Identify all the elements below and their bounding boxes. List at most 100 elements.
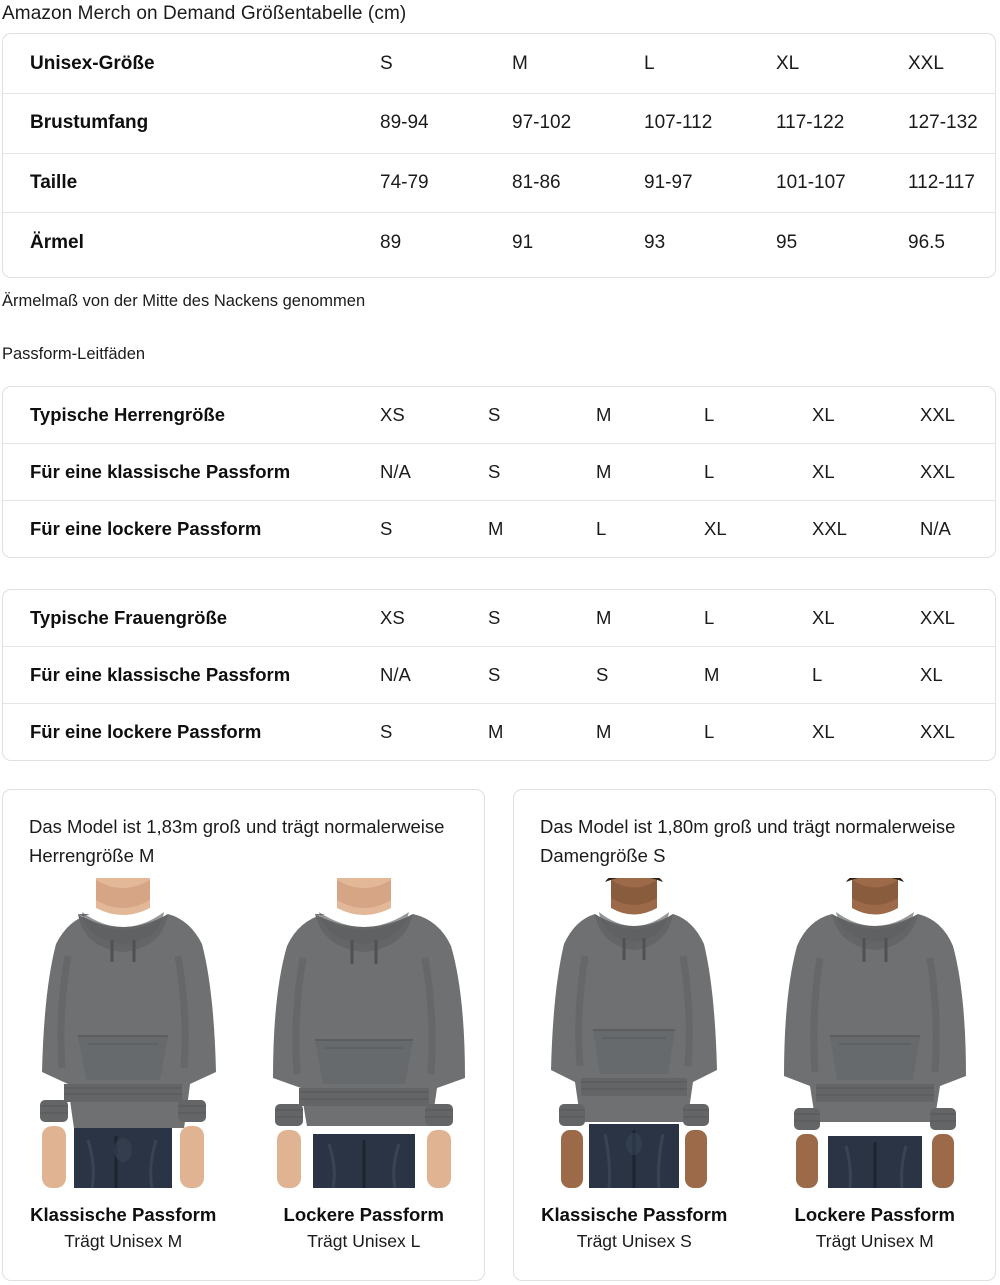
cell-value: 93 xyxy=(644,212,776,272)
cell-value: M xyxy=(512,52,528,74)
mens-model-caption: Das Model ist 1,83m groß und trägt norma… xyxy=(29,816,445,866)
cell-value: 96.5 xyxy=(908,212,995,272)
sleeve-measure-note: Ärmelmaß von der Mitte des Nackens genom… xyxy=(2,292,366,310)
table-row: Typische Herrengröße XS S M L XL XXL xyxy=(3,387,995,444)
table-row: Für eine lockere Passform S M M L XL XXL xyxy=(3,702,995,760)
cell-value: N/A xyxy=(920,499,995,557)
cell-value: XXL xyxy=(908,52,944,74)
row-label: Für eine lockere Passform xyxy=(3,499,380,557)
mens-fit-table: Typische Herrengröße XS S M L XL XXL Für… xyxy=(2,386,996,558)
mens-model-figures xyxy=(3,878,484,1188)
cell-value: 127-132 xyxy=(908,93,995,153)
cell-value: XL xyxy=(812,404,835,426)
cell-value: XL xyxy=(812,702,920,760)
cell-value: 91-97 xyxy=(644,152,776,213)
cell-value: N/A xyxy=(380,443,488,501)
cell-value: S xyxy=(596,646,704,704)
cell-value: S xyxy=(488,404,501,426)
cell-value: XL xyxy=(704,499,812,557)
unisex-size-table: Unisex-Größe S M L XL XXL Brustumfang 89… xyxy=(2,33,996,278)
fit-name: Klassische Passform xyxy=(541,1204,728,1225)
mens-model-labels: Klassische Passform Trägt Unisex M Locke… xyxy=(3,1202,484,1254)
cell-value: S xyxy=(380,702,488,760)
womens-model-card: Das Model ist 1,80m groß und trägt norma… xyxy=(513,789,996,1281)
fit-wears: Trägt Unisex L xyxy=(307,1231,421,1251)
cell-value: S xyxy=(380,499,488,557)
row-label: Ärmel xyxy=(3,212,380,272)
cell-value: 91 xyxy=(512,212,644,272)
womens-fit-table: Typische Frauengröße XS S M L XL XXL Für… xyxy=(2,589,996,761)
figure-slot-relaxed xyxy=(244,878,485,1188)
cell-value: 89-94 xyxy=(380,93,512,153)
cell-value: L xyxy=(596,499,704,557)
table-row: Für eine lockere Passform S M L XL XXL N… xyxy=(3,499,995,557)
womens-model-figures xyxy=(514,878,995,1188)
table-row: Für eine klassische Passform N/A S S M L… xyxy=(3,646,995,704)
table-row: Ärmel 89 91 93 95 96.5 xyxy=(3,212,995,272)
male-model-classic-fit-photo xyxy=(40,878,217,1188)
cell-value: XXL xyxy=(812,499,920,557)
row-label: Typische Herrengröße xyxy=(30,404,225,426)
table-row: Typische Frauengröße XS S M L XL XXL xyxy=(3,590,995,647)
fit-guides-heading: Passform-Leitfäden xyxy=(2,345,146,363)
cell-value: L xyxy=(644,52,655,74)
cell-value: XL xyxy=(776,52,800,74)
table-row: Taille 74-79 81-86 91-97 101-107 112-117 xyxy=(3,152,995,213)
label-slot-relaxed: Lockere Passform Trägt Unisex M xyxy=(755,1202,996,1254)
figure-slot-classic xyxy=(3,878,244,1188)
fit-name: Lockere Passform xyxy=(794,1204,955,1225)
cell-value: M xyxy=(596,607,612,629)
female-model-relaxed-fit-photo xyxy=(783,878,966,1188)
fit-name: Klassische Passform xyxy=(30,1204,217,1225)
row-label: Unisex-Größe xyxy=(30,52,155,74)
cell-value: XXL xyxy=(920,443,995,501)
cell-value: L xyxy=(812,646,920,704)
womens-model-caption: Das Model ist 1,80m groß und trägt norma… xyxy=(540,816,956,866)
cell-value: M xyxy=(596,443,704,501)
female-model-classic-fit-photo xyxy=(551,878,718,1188)
row-label: Taille xyxy=(3,152,380,213)
cell-value: XXL xyxy=(920,607,955,629)
male-model-relaxed-fit-photo xyxy=(272,878,465,1188)
cell-value: 117-122 xyxy=(776,93,908,153)
row-label: Typische Frauengröße xyxy=(30,607,228,629)
cell-value: 97-102 xyxy=(512,93,644,153)
cell-value: XXL xyxy=(920,702,995,760)
cell-value: XL xyxy=(812,443,920,501)
table-row: Für eine klassische Passform N/A S M L X… xyxy=(3,443,995,501)
cell-value: S xyxy=(488,646,596,704)
cell-value: 89 xyxy=(380,212,512,272)
cell-value: L xyxy=(704,607,715,629)
cell-value: L xyxy=(704,443,812,501)
cell-value: 95 xyxy=(776,212,908,272)
womens-model-labels: Klassische Passform Trägt Unisex S Locke… xyxy=(514,1202,995,1254)
cell-value: S xyxy=(380,52,393,74)
row-label: Für eine klassische Passform xyxy=(3,646,380,704)
cell-value: XS xyxy=(380,607,405,629)
row-label: Für eine klassische Passform xyxy=(3,443,380,501)
row-label: Für eine lockere Passform xyxy=(3,702,380,760)
page-title: Amazon Merch on Demand Größentabelle (cm… xyxy=(2,3,407,24)
cell-value: 101-107 xyxy=(776,152,908,213)
row-label: Brustumfang xyxy=(3,93,380,153)
cell-value: S xyxy=(488,443,596,501)
cell-value: XL xyxy=(920,646,995,704)
label-slot-classic: Klassische Passform Trägt Unisex M xyxy=(3,1202,244,1254)
cell-value: 81-86 xyxy=(512,152,644,213)
cell-value: N/A xyxy=(380,646,488,704)
cell-value: S xyxy=(488,607,501,629)
mens-model-card: Das Model ist 1,83m groß und trägt norma… xyxy=(2,789,485,1281)
fit-name: Lockere Passform xyxy=(283,1204,444,1225)
table-row: Brustumfang 89-94 97-102 107-112 117-122… xyxy=(3,93,995,153)
cell-value: XL xyxy=(812,607,835,629)
fit-wears: Trägt Unisex S xyxy=(576,1231,692,1251)
cell-value: L xyxy=(704,404,715,426)
cell-value: XXL xyxy=(920,404,955,426)
fit-wears: Trägt Unisex M xyxy=(815,1231,934,1251)
cell-value: 112-117 xyxy=(908,152,995,213)
label-slot-relaxed: Lockere Passform Trägt Unisex L xyxy=(244,1202,485,1254)
table-row: Unisex-Größe S M L XL XXL xyxy=(3,34,995,94)
cell-value: M xyxy=(596,702,704,760)
figure-slot-relaxed xyxy=(755,878,996,1188)
cell-value: M xyxy=(704,646,812,704)
